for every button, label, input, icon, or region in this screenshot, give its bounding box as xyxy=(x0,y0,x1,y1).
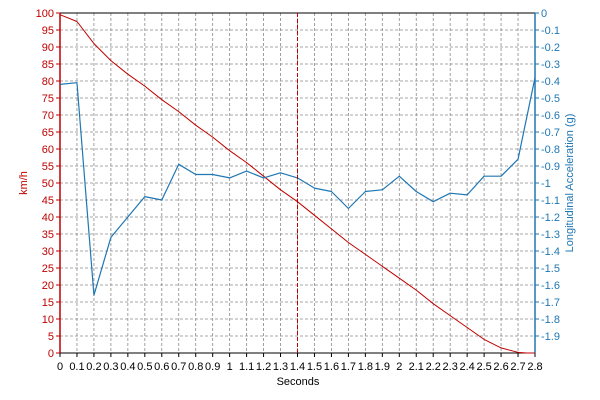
left-axis-tick-label: 45 xyxy=(42,195,54,207)
left-axis-tick-label: 35 xyxy=(42,229,54,241)
x-axis-tick-label: 0.8 xyxy=(188,361,203,373)
left-axis: 0 5 10 15 20 25 30 35 40 45 50 55 60 65 70 75 80 85 90 95 10… xyxy=(36,8,61,360)
x-axis-tick-label: 2.7 xyxy=(510,361,525,373)
left-axis-tick-label: 70 xyxy=(42,110,54,122)
right-axis-tick-label: -0.7 xyxy=(541,127,560,139)
right-axis-tick-label: -1.9 xyxy=(541,331,560,343)
right-axis: 0 -0.1 -0.2 -0.3 -0.4 -0.5 -0.6 -0.7 -0.8 -0.9 -1 -… xyxy=(534,8,560,353)
right-axis-label: Longitudinal Acceleration (g) xyxy=(564,114,576,253)
left-axis-tick-label: 40 xyxy=(42,212,54,224)
right-axis-tick-label: -1.8 xyxy=(541,314,560,326)
x-axis: 0 0.1 0.2 0.3 0.4 0.5 0.6 0.7 0.8 0.9 1 1.1 1.2 1.3 1.… xyxy=(57,353,543,373)
left-axis-tick-label: 75 xyxy=(42,93,54,105)
right-axis-tick-label: -0.9 xyxy=(541,161,560,173)
x-axis-tick-label: 2.4 xyxy=(459,361,474,373)
x-axis-tick-label: 0.5 xyxy=(137,361,152,373)
x-axis-label: Seconds xyxy=(277,376,320,388)
left-axis-tick-label: 5 xyxy=(48,331,54,343)
x-axis-tick-label: 2.6 xyxy=(493,361,508,373)
left-axis-tick-label: 90 xyxy=(42,42,54,54)
right-axis-tick-label: -0.3 xyxy=(541,59,560,71)
right-axis-tick-label: -1.4 xyxy=(541,246,560,258)
right-axis-tick-label: -0.6 xyxy=(541,110,560,122)
left-axis-tick-label: 15 xyxy=(42,297,54,309)
left-axis-tick-label: 25 xyxy=(42,263,54,275)
x-axis-tick-label: 0.9 xyxy=(205,361,220,373)
x-axis-tick-label: 2.5 xyxy=(476,361,491,373)
x-axis-tick-label: 2.2 xyxy=(426,361,441,373)
left-axis-tick-label: 20 xyxy=(42,280,54,292)
left-axis-label: km/h xyxy=(18,171,30,195)
x-axis-tick-label: 2 xyxy=(396,361,402,373)
x-axis-tick-label: 0.3 xyxy=(103,361,118,373)
x-axis-tick-label: 0.1 xyxy=(69,361,84,373)
x-axis-tick-label: 1.9 xyxy=(375,361,390,373)
x-axis-tick-label: 1.2 xyxy=(256,361,271,373)
right-axis-tick-label: -1.5 xyxy=(541,263,560,275)
right-axis-tick-label: -0.2 xyxy=(541,42,560,54)
right-axis-tick-label: -0.5 xyxy=(541,93,560,105)
x-axis-tick-label: 2.3 xyxy=(443,361,458,373)
x-axis-tick-label: 1.4 xyxy=(290,361,305,373)
x-axis-tick-label: 1.8 xyxy=(358,361,373,373)
left-axis-tick-label: 100 xyxy=(36,8,54,20)
left-axis-tick-label: 80 xyxy=(42,76,54,88)
left-axis-tick-label: 60 xyxy=(42,144,54,156)
x-axis-tick-label: 1.3 xyxy=(273,361,288,373)
right-axis-tick-label: -1.2 xyxy=(541,212,560,224)
left-axis-tick-label: 50 xyxy=(42,178,54,190)
x-axis-tick-label: 1.6 xyxy=(324,361,339,373)
left-axis-tick-label: 65 xyxy=(42,127,54,139)
x-axis-tick-label: 2.1 xyxy=(409,361,424,373)
x-axis-tick-label: 0 xyxy=(57,361,63,373)
right-axis-tick-label: -1.3 xyxy=(541,229,560,241)
x-axis-tick-label: 1.1 xyxy=(239,361,254,373)
x-axis-tick-label: 0.6 xyxy=(154,361,169,373)
x-axis-tick-label: 0.2 xyxy=(86,361,101,373)
left-axis-tick-label: 10 xyxy=(42,314,54,326)
x-axis-tick-label: 1.7 xyxy=(341,361,356,373)
right-axis-tick-label: -1 xyxy=(541,178,551,190)
x-axis-tick-label: 1 xyxy=(227,361,233,373)
left-axis-tick-label: 0 xyxy=(48,348,54,360)
x-axis-tick-label: 2.8 xyxy=(527,361,542,373)
right-axis-tick-label: -1.6 xyxy=(541,280,560,292)
speed-series-line xyxy=(59,14,535,354)
right-axis-tick-label: -0.4 xyxy=(541,76,560,88)
x-axis-tick-label: 0.4 xyxy=(120,361,135,373)
right-axis-tick-label: -1.7 xyxy=(541,297,560,309)
right-axis-tick-label: 0 xyxy=(541,8,547,20)
x-axis-tick-label: 1.5 xyxy=(307,361,322,373)
right-axis-tick-label: -0.8 xyxy=(541,144,560,156)
right-axis-tick-label: -1.1 xyxy=(541,195,560,207)
x-axis-tick-label: 0.7 xyxy=(171,361,186,373)
left-axis-tick-label: 85 xyxy=(42,59,54,71)
left-axis-tick-label: 30 xyxy=(42,246,54,258)
left-axis-tick-label: 95 xyxy=(42,25,54,37)
right-axis-tick-label: -0.1 xyxy=(541,25,560,37)
left-axis-tick-label: 55 xyxy=(42,161,54,173)
